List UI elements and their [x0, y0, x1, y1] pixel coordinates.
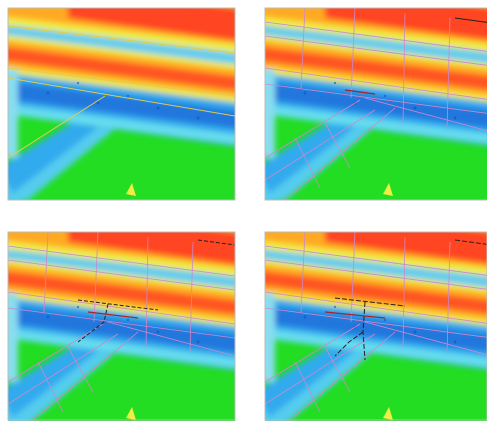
panel — [255, 0, 487, 208]
figure — [0, 0, 487, 421]
page — [0, 0, 487, 421]
panel — [255, 202, 487, 421]
panel — [0, 202, 248, 421]
panel — [0, 0, 248, 208]
